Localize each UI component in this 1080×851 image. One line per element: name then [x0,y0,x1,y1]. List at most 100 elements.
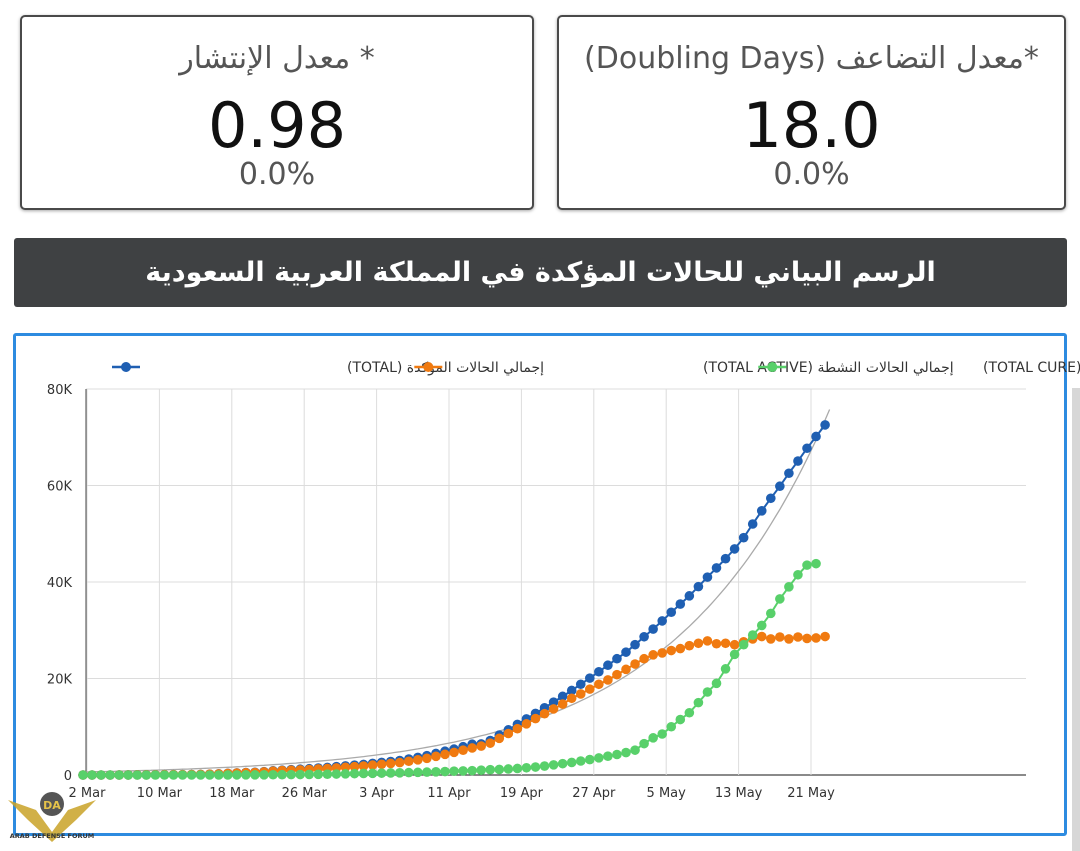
data-point-active [358,761,369,771]
data-point-total [548,697,559,707]
data-point-active [349,761,360,772]
data-point-active [458,745,468,755]
data-point-active [367,760,378,770]
chart-title-banner: الرسم البياني للحالات المؤكدة في المملكة… [14,238,1067,307]
data-point-cure [802,560,812,570]
data-point-cure [720,664,731,674]
data-point-active [684,640,695,651]
data-point-cure [141,770,152,780]
data-point-cure [177,770,188,780]
data-point-active [811,633,821,643]
data-point-cure [358,768,369,779]
data-point-cure [585,754,595,765]
data-point-cure [612,749,622,760]
data-point-total [784,468,794,479]
data-point-active [766,634,776,644]
data-point-cure [195,770,206,780]
data-point-cure [331,769,342,779]
data-point-total [711,563,722,573]
legend-marker-active [423,362,434,372]
data-point-total [557,691,568,702]
data-point-cure [96,770,106,780]
data-point-cure [394,768,405,778]
spread-rate-label: * معدل الإنتشار [179,41,375,76]
data-point-active [729,639,740,650]
data-point-cure [784,582,794,592]
data-point-cure [241,770,251,780]
data-point-cure [657,729,667,739]
data-point-cure [621,747,631,758]
data-point-total [684,591,695,601]
doubling-days-delta: 0.0% [773,157,850,192]
data-point-cure [385,768,396,778]
data-point-cure [204,770,215,780]
data-point-cure [539,761,550,771]
data-point-cure [114,770,124,780]
x-tick-label: 11 Apr [427,786,471,801]
watermark-text: ARAB DEFENSE FORUM [10,832,95,840]
data-point-cure [78,770,88,780]
data-point-cure [223,770,233,780]
data-point-cure [422,767,432,777]
y-tick-label: 20K [47,673,73,688]
page-scrollbar[interactable] [1072,388,1080,851]
data-point-cure [268,769,278,780]
spread-rate-card: * معدل الإنتشار 0.98 0.0% [20,15,534,210]
data-point-total [720,553,731,564]
series-line-total [83,424,826,776]
data-point-cure [213,770,224,780]
data-point-active [413,755,423,765]
data-point-total [693,581,704,592]
x-tick-label: 21 May [787,786,835,801]
data-point-cure [711,678,722,689]
legend-marker-total [121,362,131,372]
data-point-cure [566,757,577,768]
doubling-days-card: *معدل التضاعف (Doubling Days) 18.0 0.0% [557,15,1066,210]
data-point-cure [431,767,441,777]
data-point-active [385,758,396,769]
data-point-total [612,653,622,664]
data-point-active [521,719,532,729]
arab-defense-forum-logo: DA ARAB DEFENSE FORUM [8,792,96,842]
data-point-active [476,741,487,751]
data-point-cure [413,767,423,778]
data-point-active [404,756,414,767]
data-point-cure [295,769,306,780]
data-point-total [793,456,803,466]
data-point-cure [521,762,532,773]
data-point-active [675,643,686,654]
data-point-cure [232,770,242,780]
data-point-total [657,616,667,626]
data-point-cure [485,764,496,775]
data-point-cure [766,608,776,619]
data-point-active [494,733,505,744]
data-point-active [585,684,595,694]
data-point-active [467,743,477,753]
data-point-total [820,420,830,430]
data-point-cure [150,770,161,780]
data-point-active [530,713,541,724]
data-point-active [440,749,450,760]
data-point-total [802,443,812,454]
data-point-cure [467,765,477,776]
data-point-active [503,728,514,739]
data-point-total [675,599,686,609]
spread-rate-delta: 0.0% [238,157,316,192]
x-tick-label: 18 Mar [209,786,255,801]
data-point-cure [186,770,197,780]
data-point-cure [630,745,640,755]
data-point-active [376,759,387,770]
data-point-cure [729,649,740,660]
data-point-active [621,664,631,675]
data-point-total [639,631,649,642]
data-point-active [603,675,613,685]
data-point-cure [512,763,523,774]
data-point-active [784,634,794,644]
data-point-cure [313,769,324,780]
data-point-cure [575,756,586,766]
data-point-cure [159,770,170,780]
data-point-cure [304,769,315,780]
data-point-active [666,645,677,656]
data-point-active [548,704,559,714]
